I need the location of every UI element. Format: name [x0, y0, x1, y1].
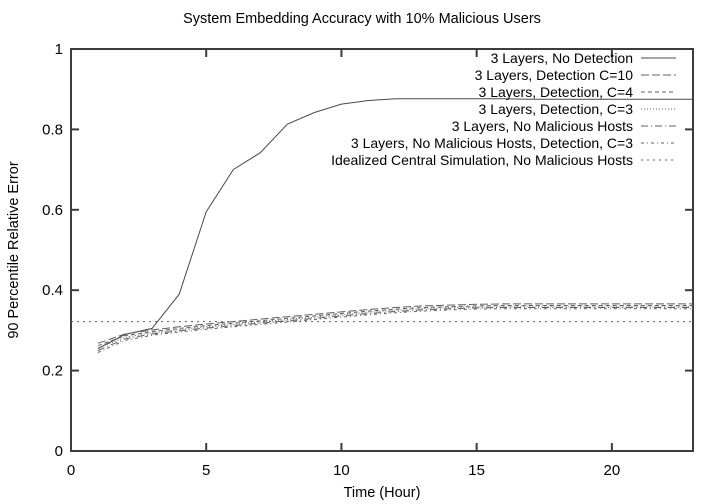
x-axis-label: Time (Hour) [344, 485, 421, 501]
x-tick-label: 0 [67, 462, 75, 479]
plot-box-rect [70, 48, 694, 452]
y-tick-label: 0.8 [42, 121, 63, 138]
chart-title: System Embedding Accuracy with 10% Malic… [183, 11, 541, 27]
legend-entry-label: 3 Layers, No Malicious Hosts [452, 118, 633, 134]
legend-entry: 3 Layers, No Detection [491, 50, 676, 66]
series-line-2 [97, 305, 693, 347]
y-tick-label: 0.4 [42, 282, 63, 299]
legend-entry: Idealized Central Simulation, No Malicio… [331, 152, 676, 168]
series-line-0 [97, 98, 693, 349]
axis-ticks: 0 5 10 15 20 0 0.2 0.4 0.6 0.8 1 [42, 41, 693, 479]
x-tick-label: 10 [333, 462, 350, 479]
y-tick-label: 1 [55, 41, 63, 58]
y-tick-label: 0.2 [42, 363, 63, 380]
y-axis-label: 90 Percentile Relative Error [6, 161, 22, 338]
legend-entry-label: 3 Layers, Detection, C=3 [479, 101, 634, 117]
y-tick-label: 0 [55, 443, 63, 460]
legend-entry-label: 3 Layers, No Malicious Hosts, Detection,… [351, 135, 633, 151]
legend-entry: 3 Layers, No Malicious Hosts [452, 118, 676, 134]
legend-entry-label: 3 Layers, Detection C=10 [475, 67, 634, 83]
legend-entry: 3 Layers, Detection C=10 [475, 67, 676, 83]
series-line-4 [97, 307, 693, 351]
series-line-5 [97, 308, 693, 353]
legend-entry-label: Idealized Central Simulation, No Malicio… [331, 152, 633, 168]
series-line-1 [97, 303, 693, 344]
x-tick-label: 15 [468, 462, 485, 479]
legend-entry-label: 3 Layers, Detection, C=4 [479, 84, 634, 100]
legend-entry: 3 Layers, Detection, C=3 [479, 101, 676, 117]
legend-entry: 3 Layers, Detection, C=4 [479, 84, 676, 100]
legend-entry: 3 Layers, No Malicious Hosts, Detection,… [351, 135, 676, 151]
data-series [71, 98, 693, 353]
x-tick-label: 5 [202, 462, 210, 479]
plot-border [70, 48, 694, 452]
legend-entry-label: 3 Layers, No Detection [491, 50, 633, 66]
x-tick-label: 20 [604, 462, 621, 479]
y-tick-label: 0.6 [42, 202, 63, 219]
